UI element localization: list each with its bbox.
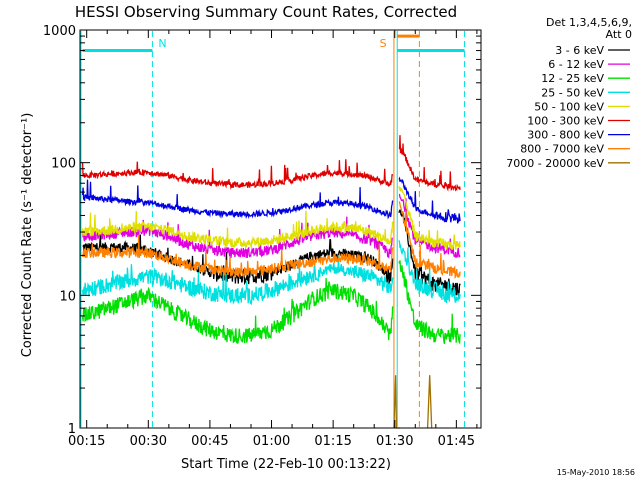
y-tick-label: 1 bbox=[68, 422, 76, 437]
legend-entry-label: 800 - 7000 keV bbox=[520, 143, 604, 156]
legend-entry-label: 6 - 12 keV bbox=[548, 58, 604, 71]
series-line-5 bbox=[81, 135, 461, 192]
footer-date: 15-May-2010 18:56 bbox=[557, 468, 635, 477]
x-tick-label: 00:45 bbox=[191, 434, 228, 449]
x-axis-label: Start Time (22-Feb-10 00:13:22) bbox=[181, 457, 391, 472]
legend-header: Att 0 bbox=[606, 28, 632, 41]
x-tick-label: 00:15 bbox=[68, 434, 105, 449]
y-axis-label: Corrected Count Rate (s⁻¹ detector⁻¹) bbox=[20, 113, 35, 358]
plot-frame bbox=[79, 29, 482, 429]
annotation-label: N bbox=[158, 37, 166, 50]
flag-bars bbox=[82, 34, 465, 53]
legend-entry-label: 12 - 25 keV bbox=[541, 72, 604, 85]
legend-header: Det 1,3,4,5,6,9, bbox=[546, 16, 632, 29]
x-tick-label: 01:45 bbox=[438, 434, 475, 449]
legend-entry-label: 3 - 6 keV bbox=[555, 44, 604, 57]
series-line-4 bbox=[81, 185, 461, 251]
legend-entry-label: 100 - 300 keV bbox=[527, 115, 604, 128]
x-tick-label: 01:15 bbox=[314, 434, 351, 449]
y-tick-label: 100 bbox=[51, 157, 76, 172]
legend-entry-label: 7000 - 20000 keV bbox=[506, 157, 604, 170]
legend-entry-label: 300 - 800 keV bbox=[527, 129, 604, 142]
x-axis: 00:15 00:30 00:45 01:00 01:15 01:30 01:45 bbox=[68, 30, 478, 449]
annotation-label: S bbox=[380, 37, 387, 50]
x-tick-label: 01:30 bbox=[376, 434, 413, 449]
x-tick-label: 00:30 bbox=[130, 434, 167, 449]
y-tick-label: 10 bbox=[59, 289, 76, 304]
y-tick-label: 1000 bbox=[43, 24, 76, 39]
series-group bbox=[81, 135, 461, 429]
series-line-8 bbox=[393, 375, 433, 429]
legend-entry-label: 50 - 100 keV bbox=[534, 100, 604, 113]
series-line-7 bbox=[81, 201, 461, 279]
x-tick-label: 01:00 bbox=[253, 434, 290, 449]
series-line-6 bbox=[81, 176, 461, 224]
legend-entry-label: 25 - 50 keV bbox=[541, 86, 604, 99]
time-markers bbox=[80, 31, 466, 427]
y-axis: 1 10 100 1000 bbox=[43, 24, 481, 437]
series-line-2 bbox=[81, 260, 461, 345]
chart-title: HESSI Observing Summary Count Rates, Cor… bbox=[75, 3, 457, 21]
